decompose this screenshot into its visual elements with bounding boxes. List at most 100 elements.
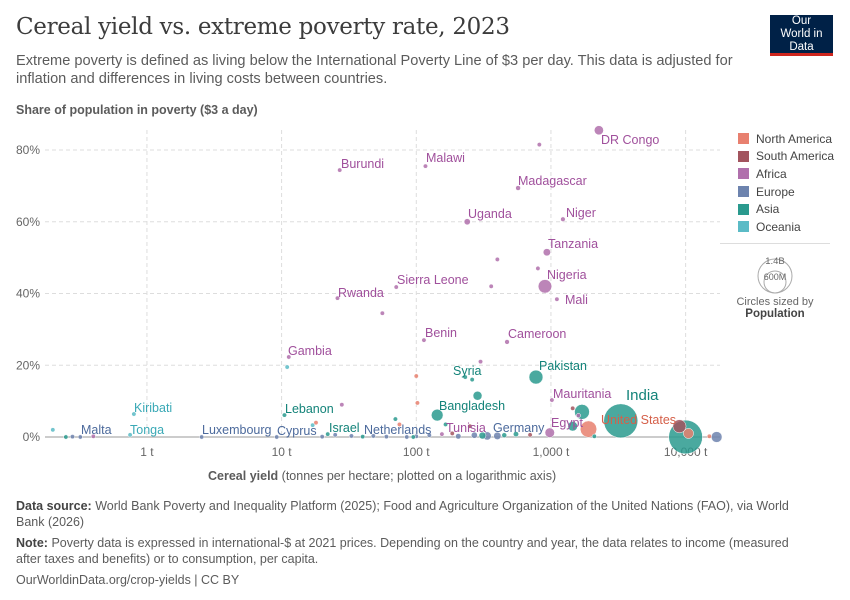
- data-point[interactable]: [284, 364, 290, 370]
- data-point[interactable]: [515, 185, 521, 191]
- data-point[interactable]: [360, 434, 366, 440]
- data-point[interactable]: [575, 413, 581, 418]
- data-point[interactable]: [335, 295, 340, 301]
- data-point[interactable]: [478, 431, 487, 440]
- data-point[interactable]: [337, 167, 343, 173]
- data-point[interactable]: [339, 402, 345, 408]
- data-point[interactable]: [426, 432, 432, 438]
- data-point[interactable]: [449, 430, 455, 436]
- data-point[interactable]: [63, 434, 69, 440]
- data-point[interactable]: [414, 400, 420, 406]
- data-point[interactable]: [379, 310, 385, 316]
- data-point[interactable]: [431, 408, 444, 422]
- data-point[interactable]: [90, 433, 96, 439]
- data-point[interactable]: [504, 339, 510, 345]
- size-legend-variable: Population: [745, 308, 805, 320]
- data-point[interactable]: [325, 431, 331, 437]
- data-point[interactable]: [513, 431, 519, 438]
- data-point[interactable]: [410, 434, 416, 440]
- data-point[interactable]: [528, 369, 544, 385]
- point-label: Malta: [81, 423, 112, 437]
- data-point[interactable]: [537, 279, 553, 294]
- point-label: Madagascar: [518, 174, 587, 188]
- data-point[interactable]: [462, 374, 468, 380]
- legend-item[interactable]: Africa: [738, 165, 834, 183]
- data-point[interactable]: [560, 216, 566, 222]
- point-label: Kiribati: [134, 401, 172, 415]
- data-point[interactable]: [683, 428, 694, 439]
- data-point[interactable]: [199, 434, 205, 440]
- data-point[interactable]: [544, 427, 555, 438]
- data-point[interactable]: [383, 434, 389, 440]
- data-point[interactable]: [672, 419, 687, 434]
- data-point[interactable]: [319, 434, 325, 440]
- data-point[interactable]: [494, 256, 500, 262]
- data-point[interactable]: [467, 423, 473, 429]
- data-point[interactable]: [286, 354, 292, 360]
- data-point[interactable]: [348, 433, 354, 439]
- data-point[interactable]: [469, 377, 475, 383]
- data-point[interactable]: [554, 296, 560, 302]
- data-point[interactable]: [580, 420, 597, 438]
- data-point[interactable]: [370, 433, 376, 439]
- legend-item[interactable]: North America: [738, 130, 834, 148]
- legend-item[interactable]: Oceania: [738, 218, 834, 236]
- data-point[interactable]: [711, 431, 723, 443]
- data-point[interactable]: [413, 373, 419, 379]
- data-point[interactable]: [501, 432, 507, 438]
- data-point[interactable]: [455, 433, 462, 440]
- data-point[interactable]: [313, 420, 319, 426]
- legend-item[interactable]: South America: [738, 148, 834, 166]
- point-label: Mauritania: [553, 387, 611, 401]
- data-point[interactable]: [392, 416, 398, 422]
- data-point[interactable]: [77, 434, 83, 440]
- data-point[interactable]: [591, 433, 597, 439]
- data-point[interactable]: [472, 390, 483, 401]
- data-point[interactable]: [542, 248, 551, 257]
- data-point[interactable]: [282, 412, 287, 418]
- size-legend-small: 600M: [764, 272, 787, 282]
- legend-label: South America: [756, 149, 835, 164]
- data-point[interactable]: [567, 421, 578, 432]
- data-point[interactable]: [463, 218, 471, 226]
- data-point[interactable]: [493, 431, 502, 440]
- data-point[interactable]: [127, 432, 133, 438]
- data-point[interactable]: [439, 431, 445, 437]
- legend-item[interactable]: Asia: [738, 200, 834, 218]
- data-point[interactable]: [50, 427, 56, 433]
- source-text: World Bank Poverty and Inequality Platfo…: [16, 499, 789, 529]
- point-label: Tunisia: [446, 421, 486, 435]
- point-label: India: [626, 387, 659, 404]
- data-point[interactable]: [570, 405, 576, 411]
- data-point[interactable]: [274, 434, 280, 440]
- data-point[interactable]: [404, 434, 410, 440]
- data-point[interactable]: [536, 142, 542, 148]
- legend-item[interactable]: Europe: [738, 183, 834, 201]
- data-point[interactable]: [397, 421, 402, 427]
- owid-logo[interactable]: Our World in Data: [770, 15, 833, 56]
- data-point[interactable]: [310, 422, 316, 428]
- footer-url[interactable]: OurWorldinData.org/crop-yields | CC BY: [16, 573, 240, 587]
- data-point[interactable]: [706, 433, 712, 439]
- data-point[interactable]: [423, 163, 428, 169]
- data-point[interactable]: [535, 265, 541, 271]
- data-point[interactable]: [70, 434, 75, 440]
- data-point[interactable]: [393, 284, 399, 290]
- data-point[interactable]: [488, 283, 494, 289]
- point-label: Mali: [565, 293, 588, 307]
- data-point[interactable]: [421, 337, 427, 343]
- data-point[interactable]: [527, 432, 533, 438]
- data-point[interactable]: [471, 431, 478, 439]
- data-point[interactable]: [478, 359, 483, 365]
- data-point[interactable]: [131, 411, 137, 417]
- point-label: Syria: [453, 364, 482, 378]
- data-point[interactable]: [594, 125, 604, 136]
- data-point[interactable]: [332, 432, 338, 438]
- chart-title: Cereal yield vs. extreme poverty rate, 2…: [16, 14, 510, 40]
- note-text: Poverty data is expressed in internation…: [16, 536, 789, 566]
- data-point[interactable]: [603, 403, 639, 439]
- data-point[interactable]: [549, 397, 555, 403]
- point-labels: India United States Pakistan Nigeria Banglad…: [81, 133, 676, 438]
- data-point[interactable]: [443, 421, 449, 427]
